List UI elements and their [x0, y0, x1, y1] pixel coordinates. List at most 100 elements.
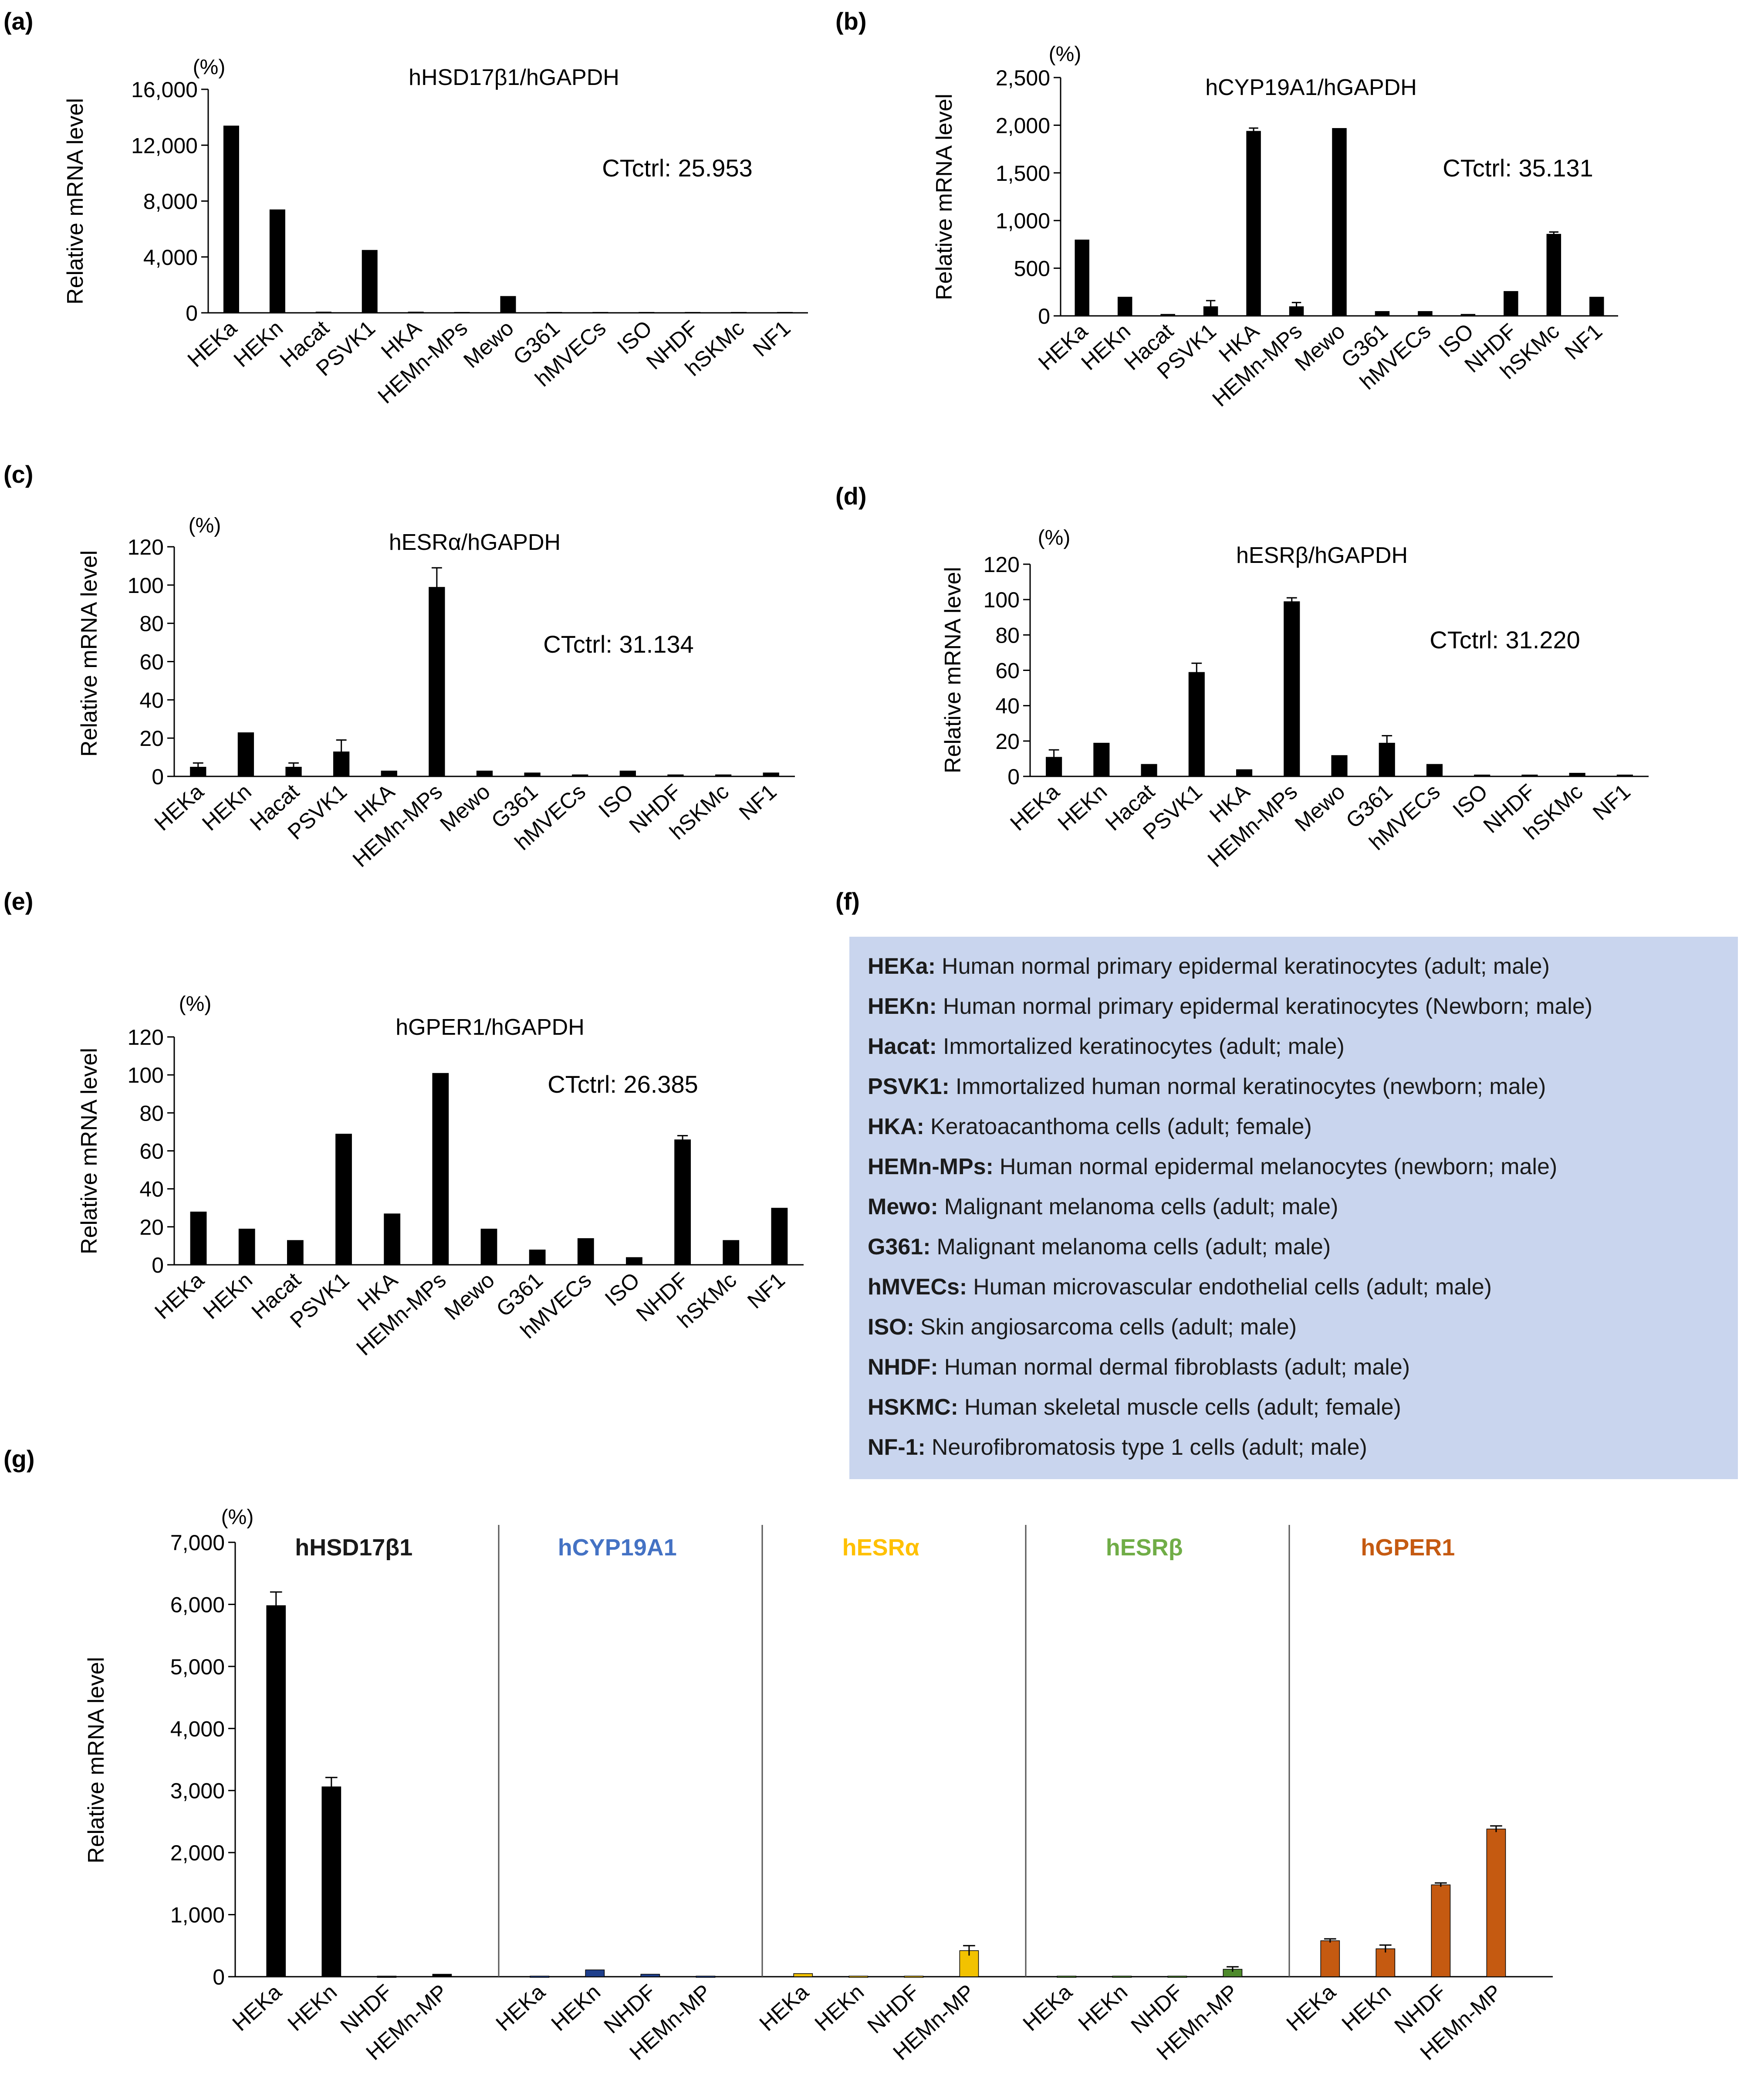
y-tick-label-g: 6,000 [170, 1592, 225, 1617]
bar-d [1426, 764, 1443, 776]
x-tick-label-g: HEKa [491, 1979, 550, 2036]
legend-description: Skin angiosarcoma cells (adult; male) [920, 1314, 1297, 1340]
bar-a [315, 312, 331, 313]
x-tick-label-c: HEKn [197, 779, 256, 836]
legend-code: PSVK1: [868, 1074, 950, 1099]
bar-c [572, 774, 588, 776]
bar-g [1376, 1948, 1396, 1977]
ct-annotation-c: CTctrl: 31.134 [543, 630, 694, 658]
y-tick-label-c: 100 [128, 573, 164, 598]
unit-label-g: (%) [221, 1506, 254, 1529]
x-tick-label-b: Mewo [1290, 319, 1350, 376]
legend-code: hMVECs: [868, 1274, 967, 1300]
legend-code: HEKn: [868, 994, 937, 1019]
bar-b [1332, 128, 1347, 316]
chart-title-d: hESRβ/hGAPDH [1236, 543, 1408, 568]
x-tick-label-g: HEKa [228, 1979, 287, 2036]
bar-g [321, 1786, 341, 1977]
y-tick-label-b: 1,000 [996, 209, 1050, 233]
bar-b [1246, 131, 1261, 316]
bar-e [335, 1134, 352, 1265]
bar-d [1093, 742, 1110, 776]
legend-row: Hacat: Immortalized keratinocytes (adult;… [868, 1026, 1720, 1067]
bar-b [1546, 234, 1561, 316]
unit-label-e: (%) [179, 992, 212, 1016]
x-tick-label-b: HEKn [1077, 319, 1136, 375]
bar-b [1117, 297, 1132, 316]
legend-row: NHDF: Human normal dermal fibroblasts (ad… [868, 1347, 1720, 1387]
y-axis-label-e: Relative mRNA level [77, 1048, 102, 1254]
bar-g [1167, 1975, 1187, 1978]
legend-description: Human microvascular endothelial cells (a… [973, 1274, 1492, 1300]
bar-b [1289, 306, 1304, 316]
chart-title-b: hCYP19A1/hGAPDH [1205, 75, 1417, 100]
bar-a [500, 296, 516, 313]
legend-description: Malignant melanoma cells (adult; male) [944, 1194, 1338, 1219]
bar-d [1521, 774, 1538, 776]
bar-c [190, 767, 206, 776]
bar-e [723, 1240, 740, 1265]
y-tick-label-e: 120 [128, 1025, 164, 1050]
bar-a [731, 312, 747, 314]
y-tick-label-e: 60 [139, 1139, 164, 1164]
y-tick-label-a: 0 [186, 301, 198, 325]
panel-label-c: (c) [3, 461, 33, 488]
cell-type-legend: HEKa: Human normal primary epidermal kera… [849, 937, 1738, 1479]
bar-a [639, 312, 655, 314]
panel-label-f: (f) [835, 887, 860, 915]
bar-g [1320, 1940, 1340, 1977]
legend-description: Immortalized keratinocytes (adult; male) [943, 1034, 1345, 1059]
ct-annotation-b: CTctrl: 35.131 [1443, 154, 1593, 182]
legend-code: NHDF: [868, 1355, 938, 1380]
y-axis-label-a: Relative mRNA level [63, 98, 88, 305]
bar-g [1057, 1975, 1077, 1978]
bar-g [696, 1975, 716, 1978]
x-tick-label-c: NF1 [734, 779, 781, 825]
bar-d [1284, 601, 1300, 776]
y-tick-label-a: 4,000 [143, 245, 198, 270]
x-tick-label-e: Mewo [439, 1268, 499, 1325]
bar-g [1486, 1829, 1506, 1977]
bar-b [1418, 311, 1433, 316]
bar-d [1474, 774, 1491, 776]
y-tick-label-e: 40 [139, 1177, 164, 1202]
legend-description: Human normal epidermal melanocytes (newb… [999, 1154, 1558, 1179]
bar-e [529, 1250, 546, 1265]
legend-code: HEKa: [868, 954, 936, 979]
legend-code: Mewo: [868, 1194, 938, 1219]
y-axis-label-g: Relative mRNA level [84, 1657, 109, 1863]
bar-e [287, 1240, 304, 1265]
bar-b [1375, 311, 1390, 316]
ct-annotation-e: CTctrl: 26.385 [548, 1070, 698, 1098]
legend-row: NF-1: Neurofibromatosis type 1 cells (adu… [868, 1427, 1720, 1467]
x-tick-label-g: HEKn [283, 1980, 342, 2036]
x-tick-label-e: HEKn [199, 1268, 257, 1324]
bar-d [1188, 672, 1205, 776]
bar-a [223, 125, 239, 313]
bar-c [476, 770, 493, 776]
legend-description: Immortalized human normal keratinocytes … [955, 1074, 1546, 1099]
bar-g [1431, 1884, 1451, 1977]
y-tick-label-e: 0 [152, 1253, 164, 1277]
legend-description: Keratoacanthoma cells (adult; female) [930, 1114, 1312, 1139]
y-tick-label-g: 0 [213, 1965, 225, 1989]
legend-row: HKA: Keratoacanthoma cells (adult; female… [868, 1107, 1720, 1147]
y-tick-label-a: 16,000 [131, 78, 198, 102]
bar-c [237, 732, 254, 776]
x-tick-label-c: HEMn-MPs [348, 779, 447, 872]
bar-g [793, 1973, 813, 1977]
bar-e [480, 1229, 497, 1265]
y-tick-label-d: 80 [995, 623, 1020, 647]
legend-code: G361: [868, 1234, 931, 1260]
legend-description: Malignant melanoma cells (adult; male) [936, 1234, 1331, 1260]
bar-c [715, 774, 732, 776]
y-tick-label-b: 0 [1038, 304, 1050, 329]
bar-e [771, 1208, 788, 1265]
legend-row: HSKMC: Human skeletal muscle cells (adult… [868, 1387, 1720, 1427]
bar-d [1616, 774, 1633, 776]
x-tick-label-a: NF1 [748, 316, 795, 362]
bar-e [577, 1238, 594, 1265]
chart-title-c: hESRα/hGAPDH [389, 530, 561, 555]
bar-c [667, 774, 684, 776]
y-tick-label-d: 120 [984, 552, 1020, 577]
